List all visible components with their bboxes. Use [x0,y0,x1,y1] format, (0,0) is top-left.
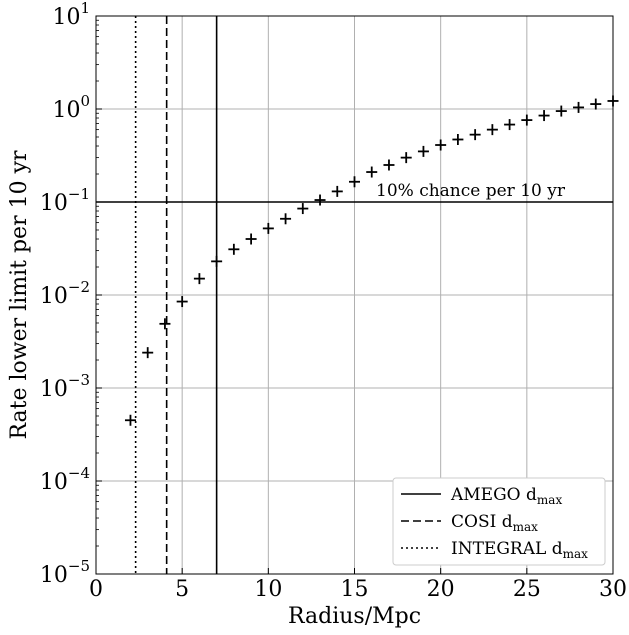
data-point [486,124,498,136]
x-ticks: 0 5 10 15 20 25 30 [89,568,627,602]
data-point [297,203,309,215]
data-point [228,243,240,255]
data-point [590,98,602,110]
data-point [211,255,223,267]
data-point [331,185,343,197]
data-point [193,273,205,285]
data-point [280,213,292,225]
data-point [366,166,378,178]
x-tick-label: 15 [341,577,369,602]
data-point [124,414,136,426]
x-tick-label: 0 [89,577,103,602]
data-point [452,133,464,145]
data-point [245,233,257,245]
data-point [435,139,447,151]
y-tick-label: 10−2 [40,278,90,309]
legend-label-cosi: COSI dmax [451,512,538,534]
legend-box [392,477,606,566]
reference-lines [96,16,613,574]
data-point [417,145,429,157]
x-tick-label: 5 [175,577,189,602]
data-point [314,194,326,206]
data-point [176,296,188,308]
y-axis-label: Rate lower limit per 10 yr [7,150,32,440]
data-point [262,222,274,234]
legend-label-amego: AMEGO dmax [450,485,562,507]
x-tick-label: 30 [599,577,627,602]
y-tick-label: 10−1 [40,185,90,216]
data-point [504,119,516,131]
y-ticks: 10−5 10−4 10−3 10−2 10−1 100 101 [40,0,102,588]
y-tick-label: 100 [52,92,90,123]
data-point [469,129,481,141]
data-point [538,110,550,122]
y-tick-label: 10−4 [40,464,90,495]
threshold-label: 10% chance per 10 yr [376,181,566,201]
data-points [124,95,619,426]
data-point [383,159,395,171]
data-point [159,318,171,330]
legend-label-integral: INTEGRAL dmax [451,539,588,561]
data-point [521,114,533,126]
data-point [555,105,567,117]
data-point [349,176,360,188]
data-point [400,152,412,164]
y-tick-label: 10−5 [40,557,90,588]
legend: AMEGO dmax COSI dmax INTEGRAL dmax [392,477,606,566]
x-axis-label: Radius/Mpc [288,604,421,629]
data-point [573,101,585,113]
x-tick-label: 10 [254,577,282,602]
data-point [142,347,154,359]
y-tick-label: 101 [52,0,90,30]
x-tick-label: 20 [427,577,455,602]
y-tick-label: 10−3 [40,371,90,402]
x-tick-label: 25 [513,577,541,602]
